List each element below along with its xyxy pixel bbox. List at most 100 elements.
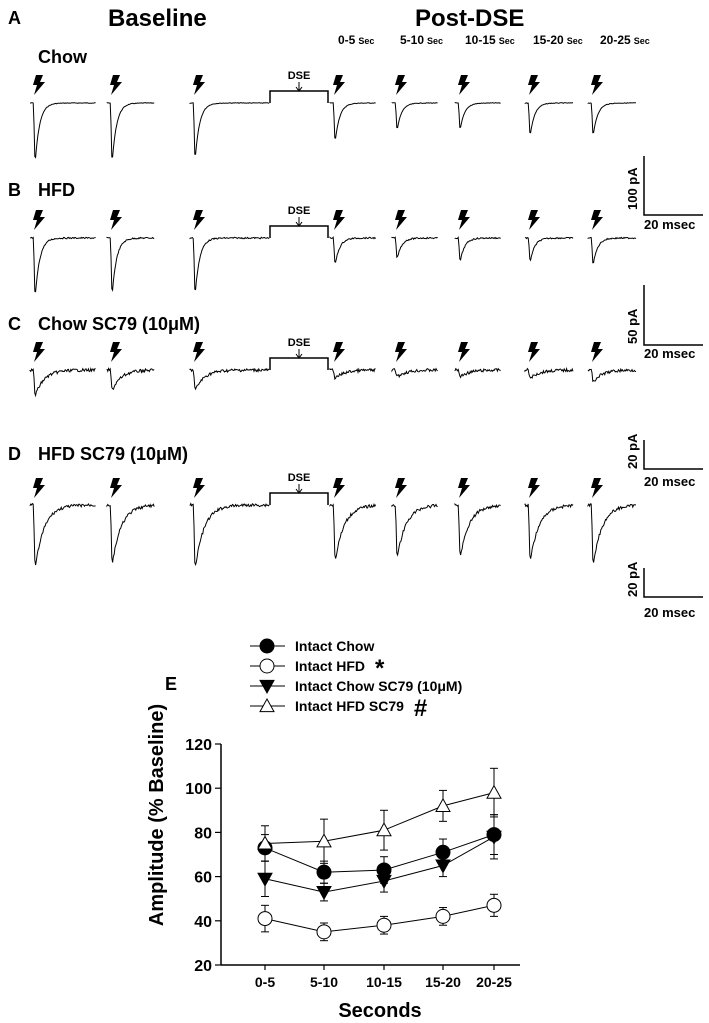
y-tick-label: 60 [194,870,212,887]
time-window-unit: Sec [567,36,583,46]
lightning-bolt-icon [193,75,205,95]
panel-letter-d: D [8,444,21,464]
data-point [376,822,392,837]
lightning-bolt-icon [110,210,122,230]
lightning-bolt-icon [395,478,407,498]
scale-bar-4-x-label: 20 msec [644,605,695,620]
series [257,893,502,942]
scale-bar-3-y-label: 20 pA [625,433,640,469]
y-tick-label: 120 [185,737,212,754]
lightning-bolt-icon [33,210,45,230]
amplitude-chart: 20 40 60 80 100 120 0-5 5-10 10-15 15-20 20-25 [185,737,520,990]
scale-bar-2: 50 pA 20 msec [625,285,703,361]
time-window-label: 20-25 Sec [600,33,650,47]
dse-step [269,90,329,103]
current-trace [29,236,96,293]
dse-step [269,357,329,370]
time-window-unit: Sec [358,36,374,46]
dse-arrow-head [295,221,303,227]
panel-label-hfd: HFD [38,180,75,200]
current-trace [189,236,270,291]
lightning-bolt-icon [458,75,470,95]
lightning-bolt-icon [458,478,470,498]
current-trace [106,102,155,158]
lightning-bolt-icon [395,342,407,362]
lightning-bolt-icon [333,342,345,362]
lightning-bolt-icon [333,210,345,230]
current-trace [454,502,501,556]
current-trace [587,367,637,383]
scale-bar-1-x-label: 20 msec [644,217,695,232]
dse-step [269,225,329,238]
data-point [257,911,273,927]
time-window-label: 10-15 Sec [465,33,515,47]
current-trace [391,102,438,129]
dse-label: DSE [288,472,311,484]
time-window-unit: Sec [427,36,443,46]
lightning-bolt-icon [528,342,540,362]
current-trace [106,367,155,391]
panel-letter-b: B [8,180,21,200]
series [257,767,502,864]
current-trace [29,502,96,566]
current-trace [189,502,270,567]
lightning-bolt-icon [33,478,45,498]
lightning-bolt-icon [591,478,603,498]
lightning-bolt-icon [33,75,45,95]
current-trace [454,236,501,261]
panel-label-hfd-sc79: HFD SC79 (10μM) [38,444,188,464]
x-tick-label: 15-20 [425,974,461,990]
data-point [376,874,392,890]
scale-bar-1: 100 pA 20 msec [625,156,703,232]
panel-letter-e: E [165,674,177,694]
current-traces: DSE DSE DSE DSE [29,70,637,567]
legend-entry: Intact HFD SC79 # [250,695,427,722]
dse-arrow-head [295,488,303,494]
panel-label-chow-sc79: Chow SC79 (10μM) [38,314,200,334]
series [257,814,502,902]
current-trace [524,236,574,262]
series [257,814,502,884]
data-point [376,917,392,933]
baseline-header: Baseline [108,5,207,32]
lightning-bolt-icon [110,75,122,95]
chart-legend: Intact Chow Intact HFD *Intact Chow SC79 (… [250,638,462,722]
dse-step [269,492,329,505]
lightning-bolt-icon [333,478,345,498]
current-trace [106,503,155,563]
data-point [257,835,273,850]
current-trace [454,367,501,379]
data-point [259,638,275,654]
dse-arrow-head [295,353,303,359]
data-point [259,679,275,695]
legend-entry: Intact HFD * [250,655,385,682]
lightning-bolt-icon [333,75,345,95]
current-trace [329,503,377,559]
current-trace [524,366,574,379]
data-point [486,897,502,913]
data-point [435,859,451,874]
data-point [486,784,502,799]
lightning-bolt-icon [528,210,540,230]
scale-bar-4: 20 pA 20 msec [625,561,703,620]
time-window-range: 15-20 [533,33,564,47]
lightning-bolt-icon [33,342,45,362]
current-trace [189,367,270,391]
data-point [316,885,332,901]
lightning-bolt-icon [193,210,205,230]
time-window-label: 0-5 Sec [338,33,374,47]
scale-bar-3: 20 pA 20 msec [625,433,703,489]
lightning-bolt-icon [110,342,122,362]
data-point [316,833,332,848]
time-window-range: 5-10 [400,33,424,47]
time-window-unit: Sec [634,36,650,46]
x-tick-label: 5-10 [310,974,338,990]
current-trace [587,503,636,563]
data-point [316,924,332,940]
panel-letter-c: C [8,314,21,334]
x-tick-label: 10-15 [366,974,402,990]
significance-marker: * [375,655,385,682]
time-window-unit: Sec [499,36,515,46]
current-trace [454,102,501,129]
